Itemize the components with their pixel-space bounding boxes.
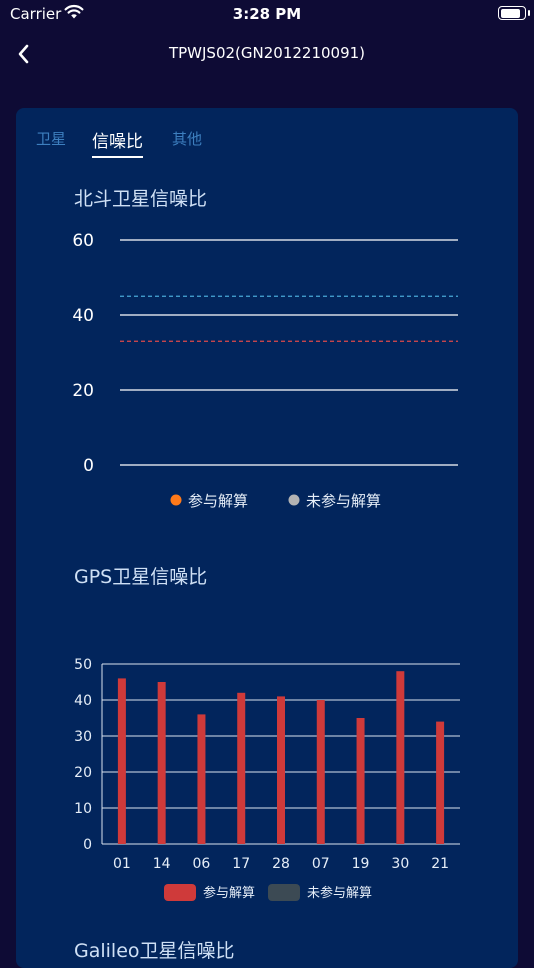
gps-bar-14[interactable] (157, 682, 166, 844)
content-card: 卫星 信噪比 其他 北斗卫星信噪比 0 20 40 60 参与解算 未参与解算 GPS卫星… (16, 108, 518, 968)
gps-x-tick-label: 07 (312, 856, 330, 872)
gps-x-tick-label: 21 (431, 856, 449, 872)
beidou-legend-marker (170, 494, 182, 506)
beidou-y-tick-label: 0 (83, 456, 94, 476)
gps-y-tick-label: 50 (74, 657, 92, 673)
beidou-y-tick-label: 60 (72, 231, 94, 251)
gps-chart-title: GPS卫星信噪比 (74, 566, 208, 588)
tab-satellite[interactable]: 卫星 (36, 128, 66, 149)
gps-bar-30[interactable] (396, 671, 405, 844)
beidou-y-tick-label: 20 (72, 381, 94, 401)
gps-x-tick-label: 06 (193, 856, 211, 872)
tab-other[interactable]: 其他 (172, 128, 202, 149)
gps-legend-marker (164, 884, 196, 901)
gps-y-tick-label: 0 (83, 837, 92, 853)
beidou-chart-title: 北斗卫星信噪比 (74, 188, 208, 210)
gps-bar-07[interactable] (316, 700, 325, 844)
tab-snr[interactable]: 信噪比 (92, 127, 143, 158)
gps-bar-28[interactable] (277, 696, 285, 844)
battery-tip (528, 10, 530, 16)
gps-y-tick-label: 20 (74, 765, 92, 781)
battery-icon (498, 6, 526, 20)
beidou-snr-chart: 0 20 40 60 参与解算 未参与解算 (72, 231, 458, 510)
tab-snr-label: 信噪比 (92, 132, 143, 152)
tab-other-label: 其他 (172, 130, 203, 148)
tab-active-indicator (92, 156, 143, 158)
gps-legend-label[interactable]: 参与解算 (203, 885, 255, 901)
gps-x-tick-label: 01 (113, 856, 131, 872)
tab-bar: 卫星 信噪比 其他 (16, 128, 518, 158)
gps-bar-06[interactable] (197, 714, 206, 844)
gps-x-tick-label: 14 (153, 856, 171, 872)
gps-y-tick-label: 30 (74, 729, 92, 745)
wifi-icon (64, 4, 84, 19)
beidou-legend-label[interactable]: 未参与解算 (306, 492, 381, 510)
beidou-legend-label[interactable]: 参与解算 (188, 492, 248, 510)
status-bar: Carrier 3:28 PM (0, 0, 534, 28)
carrier-label: Carrier (10, 5, 62, 23)
back-arrow-icon[interactable] (12, 40, 40, 68)
gps-y-tick-label: 40 (74, 693, 92, 709)
nav-bar: TPWJS02(GN2012210091) (0, 30, 534, 78)
beidou-legend-marker (288, 494, 300, 506)
gps-y-tick-label: 10 (74, 801, 92, 817)
gps-bar-01[interactable] (117, 678, 126, 844)
beidou-y-tick-label: 40 (72, 306, 94, 326)
gps-bar-17[interactable] (237, 692, 246, 844)
gps-x-tick-label: 17 (232, 856, 250, 872)
tab-satellite-label: 卫星 (36, 130, 67, 148)
gps-x-tick-label: 19 (352, 856, 370, 872)
gps-x-tick-label: 30 (391, 856, 409, 872)
page-title: TPWJS02(GN2012210091) (168, 44, 366, 62)
gps-snr-chart: 0 10 20 30 40 50 01 14 06 17 28 07 19 30 21 参与解算 未参与解算 (74, 657, 460, 901)
clock: 3:28 PM (232, 5, 302, 23)
gps-legend-label[interactable]: 未参与解算 (307, 885, 372, 901)
gps-x-tick-label: 28 (272, 856, 290, 872)
gps-bar-21[interactable] (436, 721, 445, 844)
gps-bar-19[interactable] (356, 718, 365, 844)
gps-legend-marker (268, 884, 300, 901)
